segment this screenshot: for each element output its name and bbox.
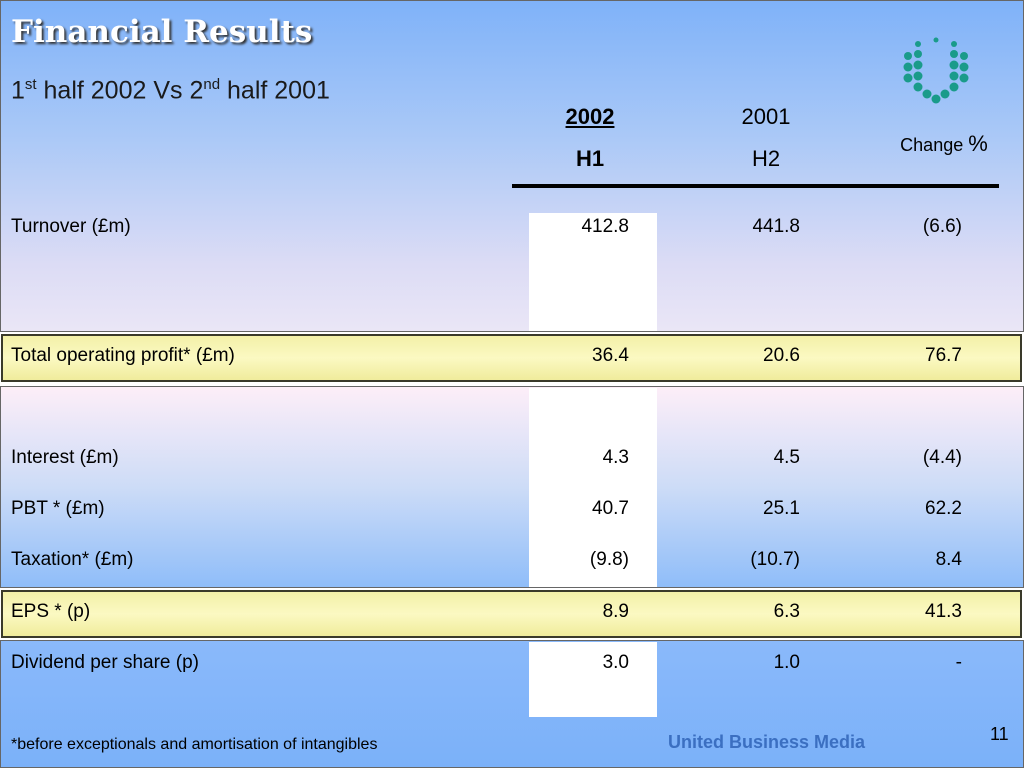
cell-taxation-2001: (10.7) [750, 549, 800, 570]
footnote: *before exceptionals and amortisation of… [11, 736, 378, 753]
column-header-half-h2: H2 [751, 146, 781, 171]
cell-pbt-2002: 40.7 [592, 498, 629, 519]
slide-title: Financial Results [11, 14, 313, 50]
column-header-change: Change % [900, 131, 988, 156]
row-label-dividend: Dividend per share (p) [11, 652, 199, 673]
top-panel [0, 0, 1024, 332]
cell-pbt-change: 62.2 [925, 498, 962, 519]
page-number: 11 [990, 724, 1009, 744]
highlight-column [529, 642, 657, 717]
header-rule [512, 184, 999, 188]
brand-name: United Business Media [668, 732, 866, 752]
highlight-row-operating-profit [1, 334, 1022, 382]
cell-interest-2001: 4.5 [773, 447, 800, 468]
row-label-operating-profit: Total operating profit* (£m) [11, 345, 235, 366]
cell-operating-profit-2001: 20.6 [763, 345, 800, 366]
row-label-interest: Interest (£m) [11, 447, 119, 468]
cell-dividend-change: - [955, 652, 962, 673]
cell-interest-2002: 4.3 [602, 447, 629, 468]
cell-turnover-change: (6.6) [922, 216, 962, 237]
highlight-column [529, 388, 657, 587]
slide-subtitle: 1st half 2002 Vs 2nd half 2001 [11, 76, 330, 105]
cell-taxation-change: 8.4 [935, 549, 962, 570]
cell-interest-change: (4.4) [922, 447, 962, 468]
cell-dividend-2002: 3.0 [602, 652, 629, 673]
cell-turnover-2001: 441.8 [752, 216, 800, 237]
cell-taxation-2002: (9.8) [589, 549, 629, 570]
highlight-column [529, 213, 657, 331]
cell-operating-profit-2002: 36.4 [592, 345, 629, 366]
cell-turnover-2002: 412.8 [581, 216, 629, 237]
company-logo-icon [903, 37, 969, 104]
middle-panel [0, 386, 1024, 588]
cell-dividend-2001: 1.0 [773, 652, 800, 673]
column-header-year-2001: 2001 [741, 104, 791, 129]
cell-pbt-2001: 25.1 [763, 498, 800, 519]
cell-operating-profit-change: 76.7 [925, 345, 962, 366]
row-label-taxation: Taxation* (£m) [11, 549, 134, 570]
column-header-half-h1: H1 [575, 146, 605, 171]
row-label-turnover: Turnover (£m) [11, 216, 131, 237]
column-header-year-2002: 2002 [565, 104, 615, 129]
cell-eps-2001: 6.3 [773, 601, 800, 622]
row-label-eps: EPS * (p) [11, 601, 91, 622]
row-label-pbt: PBT * (£m) [11, 498, 105, 519]
highlight-row-eps [1, 590, 1022, 638]
cell-eps-change: 41.3 [925, 601, 962, 622]
cell-eps-2002: 8.9 [602, 601, 629, 622]
